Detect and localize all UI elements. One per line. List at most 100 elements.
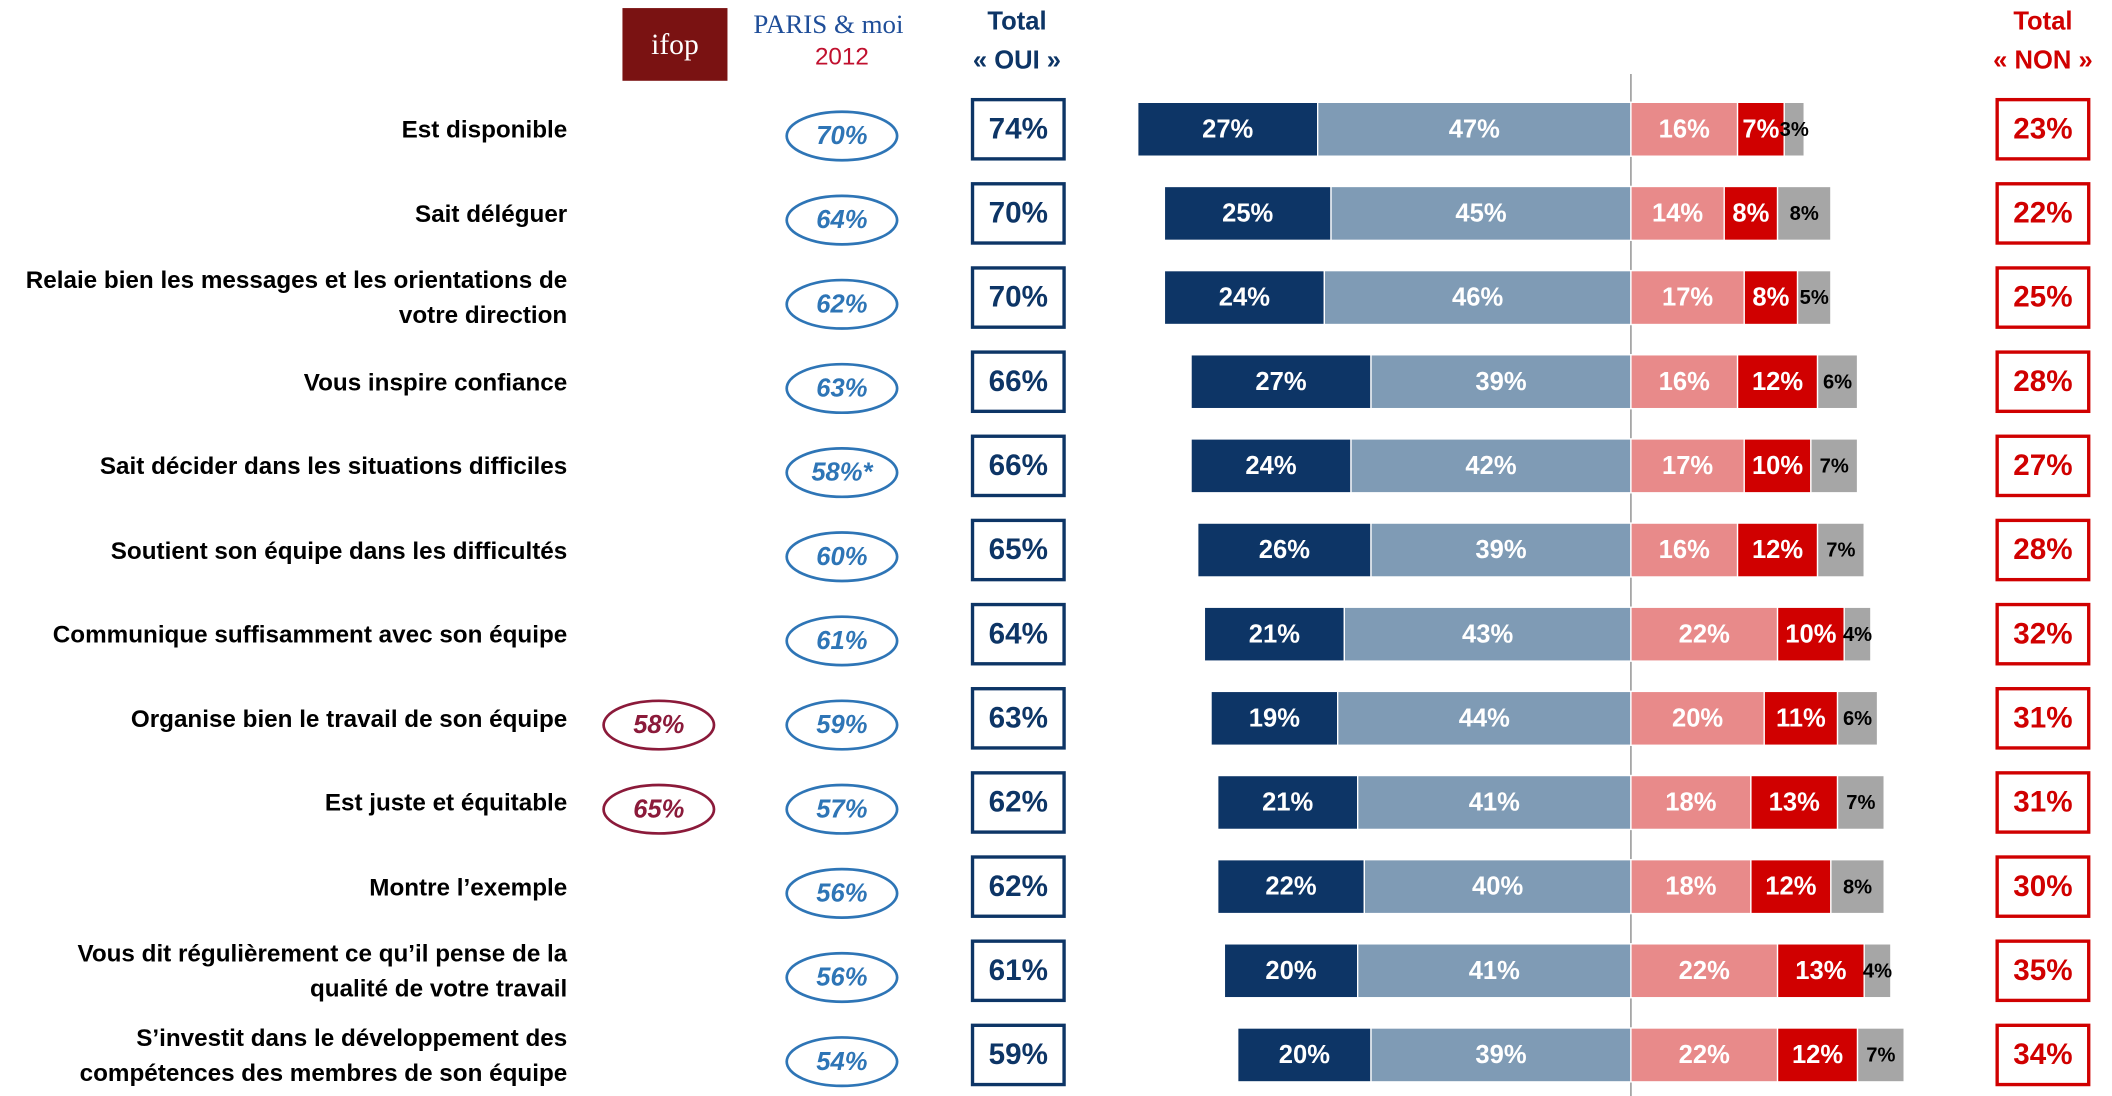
bar-value-label: 42%: [1465, 452, 1516, 480]
paris_2012-label: 63%: [816, 375, 867, 403]
total_non-box: [1995, 182, 2091, 245]
bar-value-label: 10%: [1785, 620, 1836, 648]
bar-segment: [1816, 522, 1865, 578]
total_non-box: [1995, 518, 2091, 582]
bar-segment: [1750, 859, 1832, 915]
bar-value-label: 5%: [1800, 287, 1829, 309]
bar-segment: [1203, 606, 1346, 662]
total_oui-box: [970, 350, 1066, 414]
bar-segment: [1337, 690, 1632, 746]
bar-segment: [1356, 774, 1632, 831]
bar-segment: [1630, 269, 1745, 326]
bar-segment: [1190, 438, 1352, 494]
total_oui-label: 59%: [989, 1038, 1048, 1071]
bar-value-label: 13%: [1795, 957, 1846, 985]
bar-segment: [1343, 606, 1632, 662]
category-label-box: Soutient son équipe dans les difficultés: [111, 537, 568, 564]
bar-segment: [1630, 522, 1739, 578]
bar-value-label: 12%: [1752, 536, 1803, 564]
bar-segment: [1630, 859, 1752, 915]
total_non-label: 35%: [2013, 954, 2072, 987]
bar-value-label: 26%: [1259, 536, 1310, 564]
bar-segment: [1370, 1027, 1632, 1083]
category-label: Montre l’exemple: [369, 873, 568, 901]
total_oui-box: [970, 687, 1066, 750]
bar-value-label: 7%: [1866, 1045, 1895, 1067]
total_oui-box: [970, 855, 1066, 918]
category-label-box: Montre l’exemple: [369, 873, 568, 901]
total_non-box: [1995, 602, 2091, 666]
total_non-label: 22%: [2013, 197, 2072, 230]
total-oui-sub: « OUI »: [973, 47, 1061, 75]
total_oui-label: 70%: [989, 281, 1048, 314]
bar-value-label: 27%: [1202, 115, 1253, 143]
total_oui-box: [970, 771, 1066, 834]
bar-value-label: 17%: [1662, 284, 1713, 312]
bar-segment: [1776, 943, 1865, 999]
bar-value-label: 47%: [1449, 115, 1500, 143]
paris_2012-label: 56%: [816, 879, 867, 907]
total_non-box: [1995, 434, 2091, 498]
total_oui-label: 74%: [989, 112, 1048, 145]
paris_2012-oval: [785, 867, 899, 919]
paris_2012-oval: [785, 531, 899, 583]
total_oui-box: [970, 434, 1066, 498]
bar-value-label: 41%: [1469, 789, 1520, 817]
category-label: Vous inspire confiance: [303, 368, 568, 396]
total_non-label: 28%: [2013, 533, 2072, 566]
bar-segment: [1843, 606, 1872, 662]
bar-segment: [1630, 943, 1779, 999]
paris_2012-label: 62%: [816, 290, 867, 318]
total_non-label: 31%: [2013, 786, 2072, 819]
total_non-label: 34%: [2013, 1038, 2072, 1071]
bar-value-label: 22%: [1679, 620, 1730, 648]
bar-segment: [1190, 354, 1372, 410]
bar-segment: [1776, 1027, 1859, 1083]
total_oui-label: 70%: [989, 197, 1048, 230]
bar-segment: [1736, 354, 1819, 410]
bar-value-label: 22%: [1679, 1041, 1730, 1069]
category-label-box: Est juste et équitable: [325, 789, 567, 816]
total_oui-label: 61%: [989, 954, 1048, 987]
bar-segment: [1210, 690, 1339, 746]
bar-segment: [1356, 943, 1632, 999]
paris_2012-oval: [785, 1036, 899, 1088]
category-label: S’investit dans le développement des com…: [79, 1023, 568, 1086]
paris_2012-oval: [785, 194, 899, 246]
bar-value-label: 20%: [1279, 1041, 1330, 1069]
category-label: Sait déléguer: [415, 199, 568, 227]
bar-value-label: 41%: [1469, 957, 1520, 985]
total_non-box: [1995, 687, 2091, 750]
bar-segment: [1810, 438, 1859, 494]
category-label: Communique suffisamment avec son équipe: [52, 620, 568, 648]
paris_2012-oval: [785, 699, 899, 751]
bar-value-label: 39%: [1475, 1041, 1526, 1069]
total_non-box: [1995, 350, 2091, 414]
bar-value-label: 10%: [1752, 452, 1803, 480]
bar-value-label: 8%: [1790, 203, 1819, 225]
total_non-box: [1995, 97, 2091, 161]
category-label-box: Relaie bien les messages et les orientat…: [25, 266, 568, 329]
bar-segment: [1630, 101, 1739, 157]
bar-value-label: 7%: [1742, 115, 1779, 143]
bar-segment: [1163, 185, 1332, 242]
bar-value-label: 39%: [1475, 536, 1526, 564]
bar-segment: [1763, 690, 1839, 746]
paris_2012-label: 61%: [816, 627, 867, 655]
ifop-label: 65%: [633, 795, 684, 823]
bar-segment: [1197, 522, 1372, 578]
bar-value-label: 8%: [1843, 876, 1872, 898]
bar-value-label: 16%: [1659, 368, 1710, 396]
bar-value-label: 7%: [1826, 540, 1855, 562]
paris_2012-oval: [785, 615, 899, 667]
bar-value-label: 21%: [1262, 789, 1313, 817]
bar-value-label: 25%: [1222, 200, 1273, 228]
category-label-box: Organise bien le travail de son équipe: [131, 705, 567, 732]
total_non-box: [1995, 771, 2091, 834]
bar-value-label: 21%: [1249, 620, 1300, 648]
bar-value-label: 4%: [1863, 960, 1892, 982]
bar-value-label: 13%: [1769, 789, 1820, 817]
category-label: Vous dit régulièrement ce qu’il pense de…: [77, 939, 568, 1002]
category-label: Relaie bien les messages et les orientat…: [25, 266, 568, 329]
bar-value-label: 40%: [1472, 873, 1523, 901]
